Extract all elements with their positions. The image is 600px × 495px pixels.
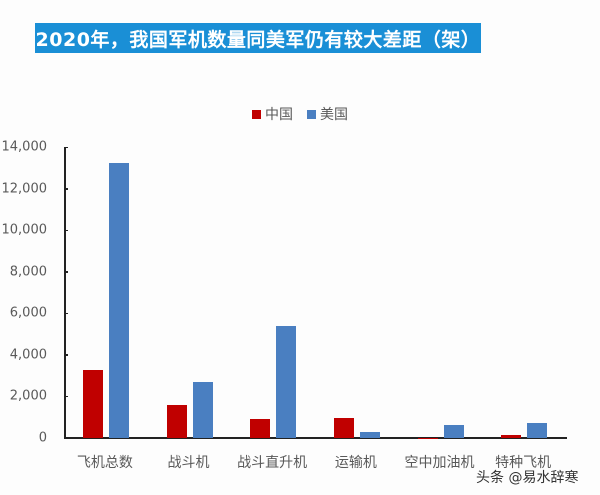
y-tick-label: 0: [38, 430, 47, 446]
bar-usa: [108, 162, 129, 438]
x-category-label: 战斗直升机: [237, 455, 308, 471]
bar-usa: [527, 422, 548, 438]
x-category-label: 战斗机: [167, 455, 210, 471]
x-category-label: 运输机: [334, 455, 377, 471]
legend-item-china: 中国: [252, 104, 293, 124]
y-tick-mark: [64, 437, 68, 439]
legend-swatch-china: [252, 109, 261, 119]
y-tick-label: 12,000: [1, 181, 48, 197]
legend-item-usa: 美国: [307, 104, 348, 124]
x-axis: [64, 437, 567, 439]
bar-china: [333, 418, 354, 438]
legend-label-china: 中国: [265, 107, 293, 123]
bar-china: [250, 419, 271, 438]
y-tick-mark: [64, 146, 68, 148]
legend: 中国 美国: [0, 104, 600, 124]
bar-china: [82, 370, 103, 438]
bar-usa: [276, 325, 297, 438]
y-tick-mark: [64, 395, 68, 398]
y-tick-label: 8,000: [9, 264, 47, 280]
bar-usa: [359, 432, 380, 438]
y-tick-mark: [64, 188, 68, 190]
y-tick-label: 4,000: [9, 347, 47, 363]
x-category-label: 飞机总数: [76, 455, 133, 471]
bar-china: [166, 404, 187, 438]
bar-china: [501, 435, 522, 438]
x-category-label: 特种飞机: [495, 455, 552, 471]
y-tick-label: 6,000: [9, 305, 47, 321]
legend-swatch-usa: [307, 109, 316, 119]
watermark: 头条 @易水辞寒: [476, 470, 579, 486]
y-tick-label: 10,000: [1, 222, 48, 238]
bar-usa: [443, 425, 464, 438]
chart-title: 2020年，我国军机数量同美军仍有较大差距（架）: [35, 23, 481, 53]
y-tick-mark: [64, 271, 68, 273]
y-tick-mark: [64, 354, 68, 356]
y-tick-mark: [64, 312, 68, 315]
y-axis: [64, 147, 66, 438]
legend-label-usa: 美国: [320, 107, 348, 123]
y-tick-label: 2,000: [9, 388, 47, 404]
bar-china: [417, 437, 438, 438]
bar-usa: [192, 381, 213, 438]
y-tick-mark: [64, 229, 68, 232]
y-tick-label: 14,000: [1, 139, 48, 155]
x-category-label: 空中加油机: [404, 455, 475, 471]
